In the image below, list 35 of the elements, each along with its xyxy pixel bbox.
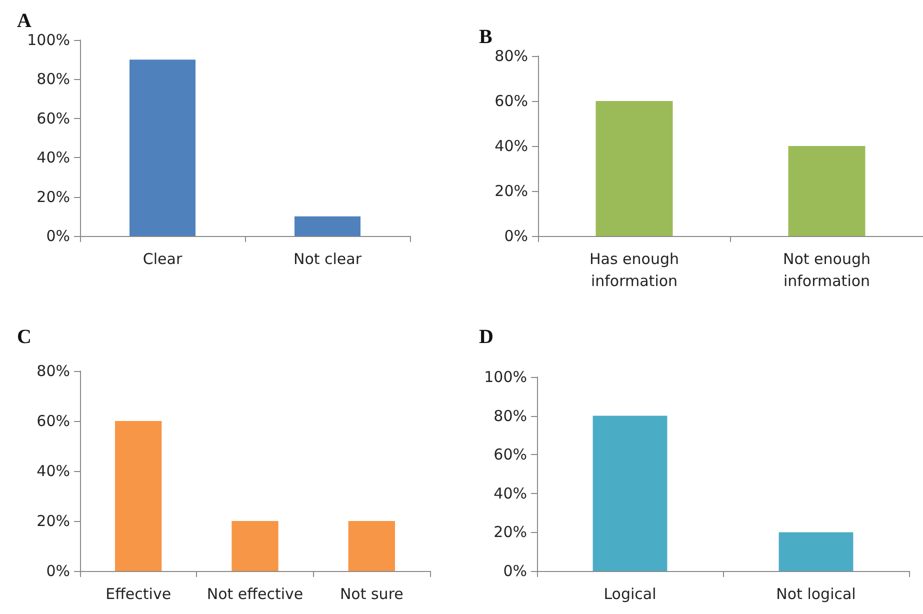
- x-tick-label: Not effective: [206, 585, 304, 603]
- y-tick-label: 20%: [494, 182, 528, 200]
- x-tick-label: Clear: [142, 250, 183, 268]
- x-tick-label: Effective: [106, 585, 172, 603]
- y-tick-label: 0%: [46, 562, 70, 580]
- y-tick-label: 80%: [494, 406, 527, 425]
- y-tick-label: 60%: [36, 412, 70, 430]
- y-tick-label: 40%: [494, 137, 528, 155]
- y-tick-label: 40%: [494, 484, 527, 502]
- y-tick-label: 80%: [36, 362, 70, 380]
- y-tick-label: 40%: [36, 462, 70, 480]
- y-tick-label: 0%: [46, 227, 70, 245]
- x-tick-label: Logical: [604, 585, 656, 603]
- y-tick-label: 100%: [484, 368, 527, 386]
- x-tick-label: Not enough information: [783, 250, 870, 290]
- y-tick-label: 20%: [494, 523, 527, 542]
- y-tick-label: 80%: [494, 47, 528, 65]
- x-tick-label: Not sure: [340, 585, 404, 603]
- y-tick-label: 100%: [27, 31, 70, 49]
- chart-title: D: [479, 326, 494, 348]
- chart-title: B: [479, 26, 492, 48]
- y-tick-label: 80%: [36, 70, 70, 88]
- y-tick-label: 0%: [503, 562, 527, 580]
- y-tick-label: 60%: [494, 92, 528, 110]
- y-tick-label: 60%: [494, 446, 527, 464]
- y-tick-label: 20%: [36, 188, 70, 206]
- y-tick-label: 40%: [36, 148, 70, 167]
- x-tick-label: Has enough information: [589, 250, 680, 290]
- chart-title: C: [17, 326, 32, 348]
- x-tick-label: Not logical: [776, 585, 856, 603]
- y-tick-label: 20%: [36, 512, 70, 530]
- y-tick-label: 0%: [504, 227, 528, 245]
- chart-title: A: [17, 10, 32, 32]
- x-tick-label: Not clear: [293, 250, 362, 268]
- y-tick-label: 60%: [36, 109, 70, 128]
